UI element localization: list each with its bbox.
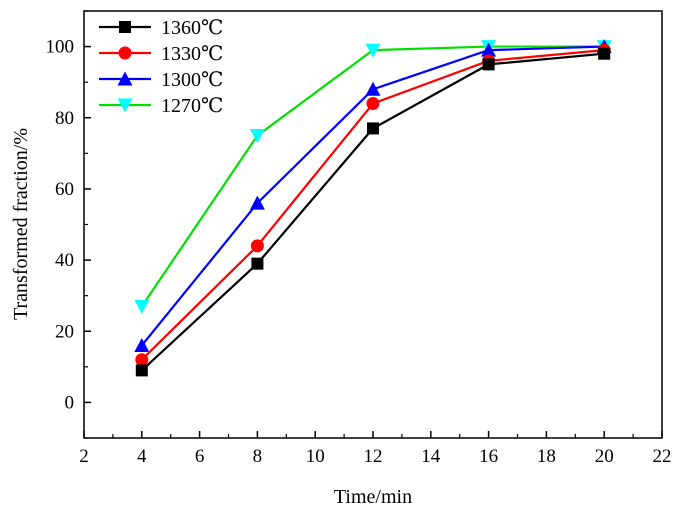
y-tick-label: 100 [46,37,75,58]
legend: 1360℃ 1330℃ 1300℃ 1270℃ [99,17,223,117]
data-point [481,42,497,57]
legend-item: 1360℃ [99,17,223,39]
x-axis: 2 4 6 8 10 12 14 16 18 20 22 [79,431,672,467]
legend-item: 1300℃ [99,69,223,91]
legend-item: 1330℃ [99,43,223,65]
y-tick-label: 0 [65,392,75,413]
data-point [598,47,611,60]
data-point [365,81,381,96]
data-point [249,195,265,210]
x-tick-label: 16 [479,446,498,467]
y-tick-label: 60 [55,179,74,200]
x-tick-label: 2 [79,446,89,467]
series-1 [135,47,611,377]
legend-marker [117,71,133,86]
x-tick-label: 6 [195,446,205,467]
x-tick-label: 14 [421,446,441,467]
data-point [250,239,264,253]
y-axis: 0 20 40 60 80 100 [46,10,91,439]
x-tick-label: 10 [306,446,325,467]
legend-label: 1300℃ [161,69,223,91]
y-tick-label: 40 [55,250,74,271]
series-4 [134,40,612,314]
data-point [249,129,265,144]
legend-marker [119,21,131,33]
x-tick-label: 22 [653,446,672,467]
data-point [365,43,381,58]
x-tick-label: 4 [137,446,147,467]
y-tick-label: 80 [55,108,74,129]
legend-item: 1270℃ [99,95,223,117]
data-point [135,364,148,377]
x-tick-label: 8 [253,446,263,467]
x-tick-label: 12 [364,446,383,467]
data-point [366,97,380,111]
legend-label: 1330℃ [161,43,223,65]
data-point [367,122,379,135]
data-point [482,58,495,71]
data-point [251,257,264,270]
x-axis-title: Time/min [334,486,412,508]
series-layer [134,39,612,377]
legend-marker [117,98,133,113]
legend-marker [118,46,132,60]
data-point [134,299,150,314]
legend-label: 1360℃ [161,17,223,39]
legend-label: 1270℃ [161,95,223,117]
data-point [134,337,150,352]
y-axis-title: Transformed fraction/% [10,128,32,320]
x-tick-label: 20 [595,446,614,467]
y-tick-label: 20 [55,321,74,342]
data-point [135,353,149,367]
x-tick-label: 18 [537,446,556,467]
